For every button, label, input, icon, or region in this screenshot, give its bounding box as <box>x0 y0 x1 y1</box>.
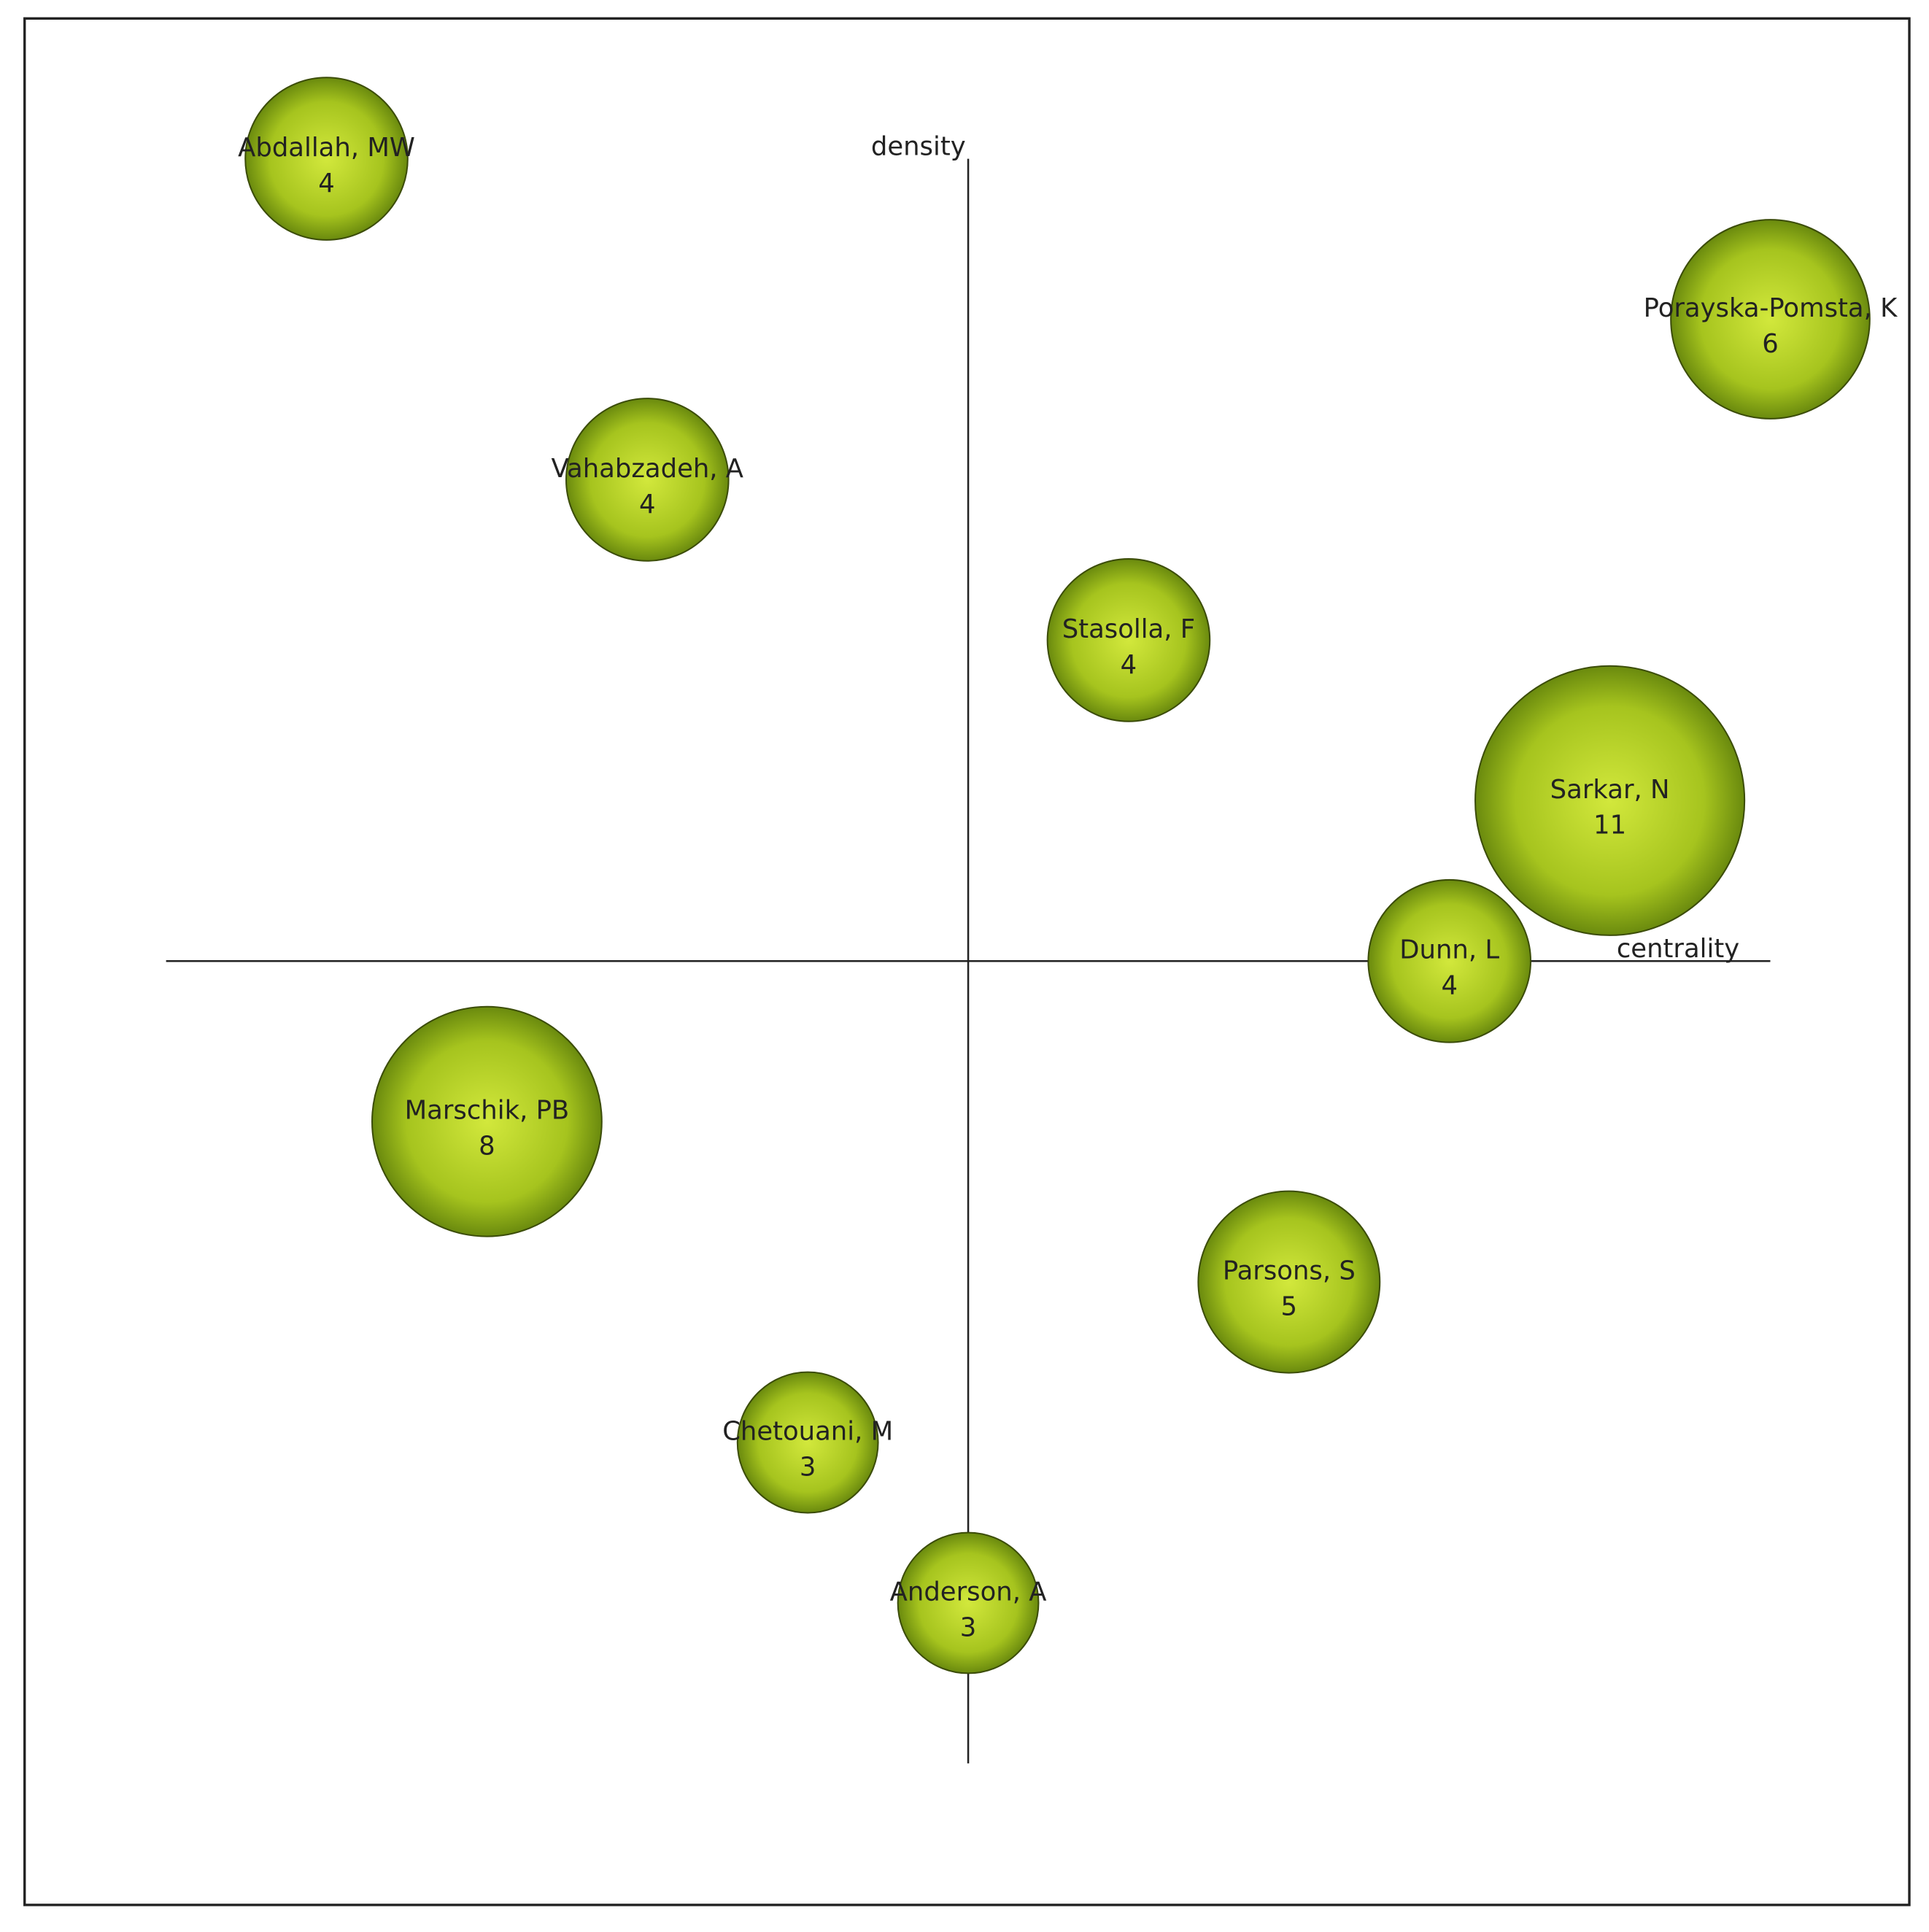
x-axis-label: centrality <box>1617 934 1739 964</box>
bubble-label: Porayska-Pomsta, K <box>1644 293 1898 323</box>
bubble-label: Chetouani, M <box>722 1417 893 1447</box>
bubble-label: Vahabzadeh, A <box>552 454 743 484</box>
bubble-count: 4 <box>1121 650 1137 680</box>
bubble-label: Dunn, L <box>1399 935 1499 965</box>
bubble <box>1474 665 1746 936</box>
bubble-count: 8 <box>479 1132 495 1162</box>
bubble <box>736 1371 879 1514</box>
bubble <box>1367 878 1532 1043</box>
bubble-count: 4 <box>639 490 656 519</box>
bubble-count: 3 <box>960 1612 977 1642</box>
bubble-label: Anderson, A <box>890 1577 1047 1607</box>
bubble-label: Parsons, S <box>1223 1256 1356 1286</box>
bubble-count: 11 <box>1593 811 1626 841</box>
bubble <box>371 1005 603 1237</box>
bubble <box>1670 219 1871 420</box>
bubble <box>897 1531 1040 1674</box>
bubble-count: 6 <box>1762 329 1779 359</box>
bubble <box>1046 558 1211 722</box>
bubble <box>244 77 409 241</box>
bubble <box>1197 1190 1381 1374</box>
bubble-label: Abdallah, MW <box>238 133 415 163</box>
bubble-count: 5 <box>1281 1292 1298 1322</box>
bubble <box>565 398 730 562</box>
bubble-count: 3 <box>800 1452 816 1482</box>
y-axis-label: density <box>871 131 966 161</box>
bubble-count: 4 <box>318 169 335 198</box>
bubble-label: Stasolla, F <box>1062 614 1195 644</box>
bubble-count: 4 <box>1441 971 1458 1001</box>
bubble-label: Marschik, PB <box>405 1096 570 1126</box>
bubble-label: Sarkar, N <box>1550 775 1670 805</box>
